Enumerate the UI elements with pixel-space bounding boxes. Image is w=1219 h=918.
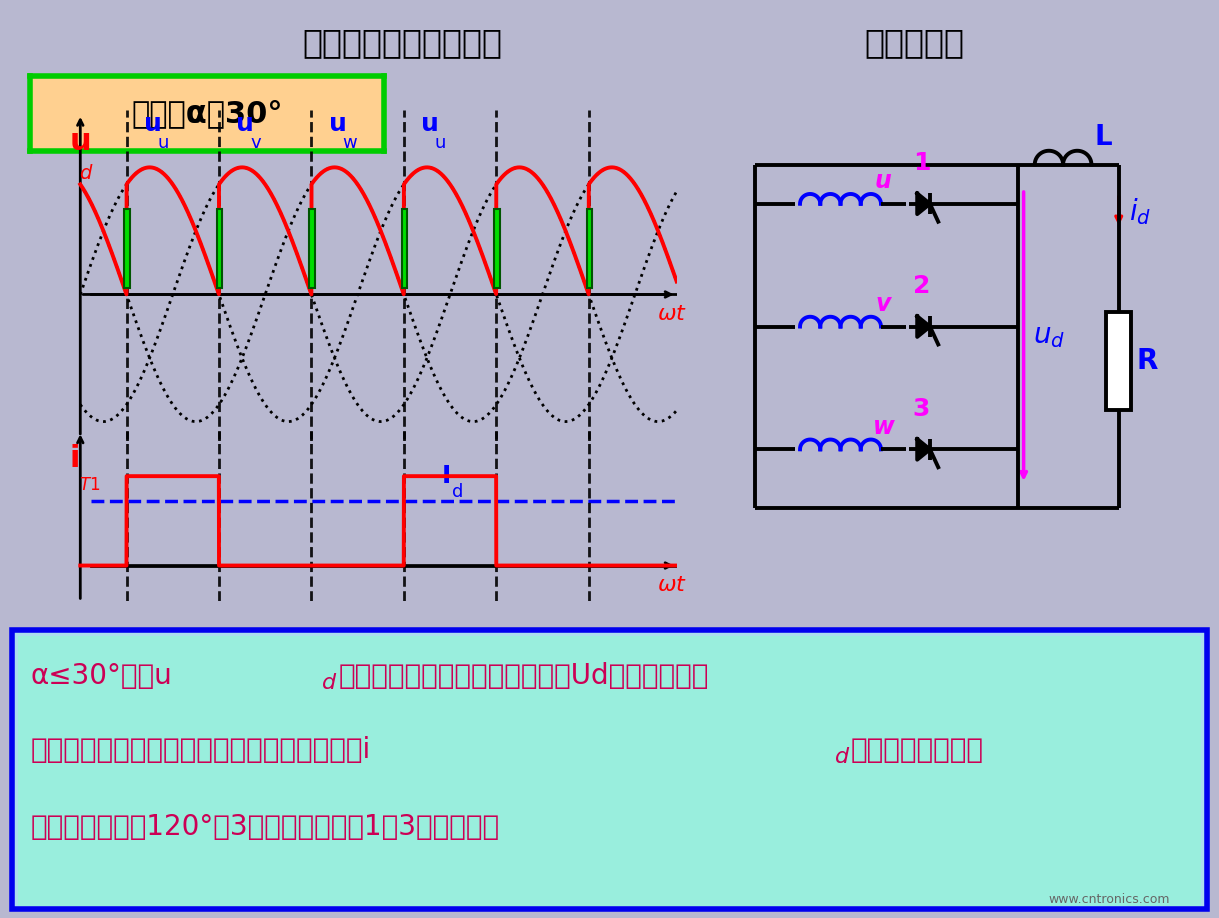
Text: $\mathbf{u}$: $\mathbf{u}$ — [328, 112, 346, 136]
Text: v: v — [250, 134, 261, 152]
Text: d: d — [322, 673, 336, 693]
Text: $\mathbf{I}$: $\mathbf{I}$ — [441, 464, 450, 487]
Text: v: v — [875, 292, 891, 316]
Text: $T1$: $T1$ — [79, 476, 100, 494]
Text: 晶闸管导通角为120°，3个晶闸管各负担1／3的负载电流: 晶闸管导通角为120°，3个晶闸管各负担1／3的负载电流 — [30, 813, 500, 841]
Text: u: u — [875, 169, 892, 193]
Text: u: u — [157, 134, 169, 152]
Bar — [124, 209, 130, 288]
Bar — [217, 209, 223, 288]
Text: R: R — [1136, 347, 1158, 375]
Text: α≤30°时，u: α≤30°时，u — [30, 662, 172, 689]
Text: $\mathbf{u}$: $\mathbf{u}$ — [421, 112, 438, 136]
Text: 3: 3 — [913, 397, 930, 421]
Text: 控制角α＝30°: 控制角α＝30° — [132, 99, 283, 129]
Text: $\mathbf{i}$: $\mathbf{i}$ — [69, 443, 79, 473]
Text: $\mathbf{u}$: $\mathbf{u}$ — [235, 112, 254, 136]
Text: 阻性负载一样；当电感足够大时，可近似认为i: 阻性负载一样；当电感足够大时，可近似认为i — [30, 736, 371, 764]
Bar — [494, 209, 500, 288]
Text: 三相半波可控整流电路: 三相半波可控整流电路 — [302, 27, 502, 60]
Text: 波形与纯电阻性负载波形一样，Ud计算式和纯电: 波形与纯电阻性负载波形一样，Ud计算式和纯电 — [339, 662, 709, 689]
Bar — [586, 209, 592, 288]
Bar — [18, 636, 1201, 906]
Polygon shape — [917, 439, 930, 460]
Text: $\omega t$: $\omega t$ — [657, 304, 688, 324]
Text: u: u — [435, 134, 446, 152]
Text: 2: 2 — [913, 274, 930, 298]
Text: $i_d$: $i_d$ — [1129, 196, 1151, 227]
Text: 波形为平直波形，: 波形为平直波形， — [851, 736, 984, 764]
Polygon shape — [917, 317, 930, 337]
Bar — [401, 209, 407, 288]
Text: 1: 1 — [913, 151, 930, 175]
Text: $\mathbf{u}$: $\mathbf{u}$ — [69, 128, 90, 156]
Text: $u_d$: $u_d$ — [1032, 322, 1064, 351]
Text: $\mathbf{u}$: $\mathbf{u}$ — [143, 112, 161, 136]
Text: w: w — [343, 134, 357, 152]
Text: 电感性负载: 电感性负载 — [864, 27, 964, 60]
Text: $\omega t$: $\omega t$ — [657, 575, 688, 595]
Text: www.cntronics.com: www.cntronics.com — [1048, 893, 1170, 906]
Polygon shape — [917, 194, 930, 214]
Text: d: d — [452, 483, 463, 501]
Text: w: w — [873, 415, 895, 439]
Text: d: d — [835, 747, 850, 767]
Bar — [1106, 312, 1131, 410]
Bar — [310, 209, 315, 288]
Text: L: L — [1095, 123, 1113, 151]
Text: $d$: $d$ — [79, 164, 94, 184]
